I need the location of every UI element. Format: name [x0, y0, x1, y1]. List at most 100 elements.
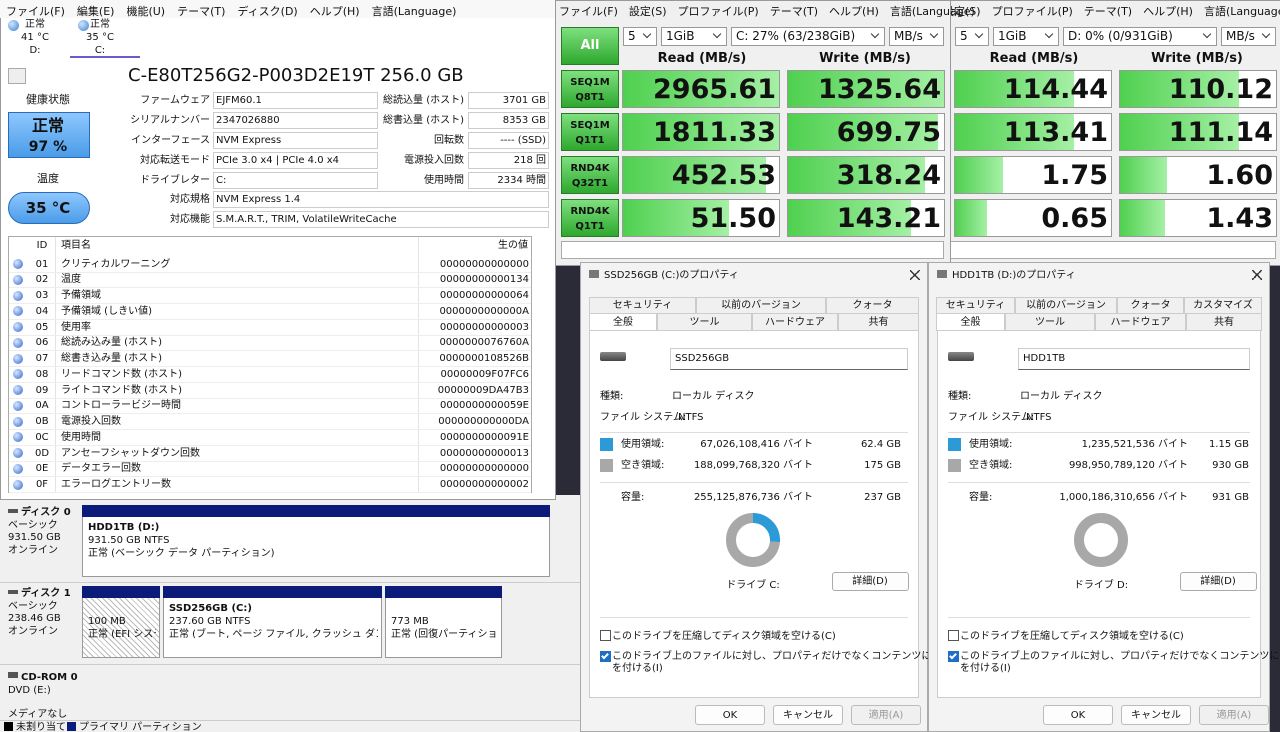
smart-row-line [9, 350, 531, 352]
checkbox[interactable] [948, 630, 959, 641]
detail-field [468, 172, 549, 189]
dialog-button[interactable] [773, 705, 843, 725]
checkbox[interactable] [600, 630, 611, 641]
smart-name: クリティカルワーニング [61, 258, 171, 270]
row-divider [0, 582, 580, 583]
drive-temp: 41 °C [21, 31, 49, 43]
dropdown[interactable] [955, 27, 989, 46]
smart-name: アンセーフシャットダウン回数 [61, 447, 200, 459]
partition[interactable] [385, 586, 502, 658]
button-label: キャンセル [1131, 709, 1181, 721]
menu-item[interactable]: 機能(U) [126, 5, 166, 18]
menu-item[interactable]: 言語(Language) [371, 5, 457, 18]
tab[interactable] [589, 313, 657, 331]
run-all-label: All [580, 37, 600, 53]
smart-status-icon [13, 385, 23, 395]
smart-header: 項目名 [61, 239, 91, 251]
field-label: 容量: [621, 491, 645, 503]
details-button[interactable] [832, 572, 909, 591]
menu-item[interactable]: テーマ(T) [769, 5, 819, 18]
menu-item[interactable]: テーマ(T) [177, 5, 226, 18]
smart-row-line [9, 303, 531, 304]
smart-id: 0E [35, 463, 49, 475]
smart-row-line [9, 444, 531, 446]
drive-status: 正常 [25, 18, 45, 30]
dropdown-value: 5 [628, 29, 636, 44]
tab[interactable] [936, 313, 1005, 331]
drive-tab[interactable] [70, 18, 140, 58]
menu-item[interactable]: 編集(E) [76, 5, 115, 18]
separator [948, 482, 1250, 483]
name-field[interactable] [670, 348, 908, 370]
menu-item[interactable]: 設定(S) [628, 5, 667, 18]
menu-item[interactable]: ヘルプ(H) [829, 5, 879, 18]
result-bar [623, 200, 729, 236]
dropdown[interactable] [731, 27, 885, 46]
result-value: 113.41 [1003, 117, 1108, 149]
column-header: Read (MB/s) [989, 50, 1079, 66]
test-queue: Q1T1 [575, 220, 605, 232]
dropdown[interactable] [889, 27, 944, 46]
bytes-value: 1,000,186,310,656 バイト [1059, 491, 1188, 503]
test-button[interactable] [561, 113, 619, 151]
dropdown[interactable] [993, 27, 1059, 46]
smart-status-icon [13, 306, 23, 317]
detail-field [213, 172, 378, 189]
smart-name: 総書き込み量 (ホスト) [61, 353, 162, 364]
menu-item[interactable]: 言語(Language) [889, 5, 975, 18]
menu-item[interactable]: 設定(S) [943, 5, 981, 18]
menu-item[interactable]: ファイル(F) [559, 5, 618, 18]
smart-id: 0B [35, 416, 49, 427]
partition-name: HDD1TB (D:) [88, 521, 160, 533]
dropdown-value: 1GiB [998, 29, 1027, 44]
free-swatch [600, 459, 613, 472]
partition[interactable] [163, 586, 382, 658]
separator [600, 617, 908, 618]
run-all-button[interactable] [561, 27, 619, 65]
test-button[interactable] [561, 199, 619, 237]
test-button[interactable] [561, 70, 619, 108]
menu-item[interactable]: ファイル(F) [6, 5, 65, 18]
dropdown[interactable] [623, 27, 657, 46]
disk-status: オンライン [8, 544, 58, 556]
dialog-button[interactable] [1121, 705, 1191, 725]
prev-button[interactable] [8, 68, 26, 84]
menu-item[interactable]: プロファイル(P) [677, 5, 759, 18]
dropdown[interactable] [1063, 27, 1217, 46]
smart-status-icon [13, 259, 23, 269]
dropdown[interactable] [661, 27, 727, 46]
checkbox[interactable] [948, 651, 959, 662]
result-bar [1120, 200, 1166, 236]
window-title: SSD256GB (C:)のプロパティ [604, 269, 739, 281]
size-value: 931 GB [1212, 491, 1249, 503]
tab-label: 以前のバージョン [1026, 299, 1106, 311]
menu-item[interactable]: 言語(Language) [1203, 5, 1280, 18]
menu-item[interactable]: ディスク(D) [237, 5, 298, 18]
test-button[interactable] [561, 156, 619, 194]
tab-label: 全般 [960, 316, 981, 328]
dialog-button[interactable] [695, 705, 765, 725]
name-field[interactable] [1018, 348, 1250, 370]
partition[interactable] [82, 505, 550, 577]
detail-value: 2334 時間 [497, 174, 546, 186]
smart-row-line [9, 381, 531, 383]
smart-id: 02 [35, 274, 49, 286]
detail-value: 2347026880 [216, 114, 280, 126]
checkbox[interactable] [600, 651, 611, 662]
details-button[interactable] [1180, 572, 1257, 591]
menu-item[interactable]: ヘルプ(H) [1143, 5, 1193, 18]
smart-name: 予備領域 [61, 290, 101, 301]
detail-label: 対応規格 [170, 193, 210, 205]
menu-item[interactable]: テーマ(T) [1083, 5, 1133, 18]
dialog-button[interactable] [1043, 705, 1113, 725]
detail-value: NVM Express [216, 134, 282, 146]
smart-row-line [9, 318, 531, 320]
partition-size: 773 MB [391, 615, 429, 627]
drive-name: HDD1TB [1023, 352, 1066, 364]
menu-item[interactable]: ヘルプ(H) [309, 5, 360, 18]
dropdown[interactable] [1221, 27, 1276, 46]
checkbox-label: を付ける(I) [612, 662, 663, 674]
menu-item[interactable]: プロファイル(P) [991, 5, 1073, 18]
tab-label: 共有 [1214, 316, 1234, 328]
dropdown-value: MB/s [1226, 29, 1255, 44]
